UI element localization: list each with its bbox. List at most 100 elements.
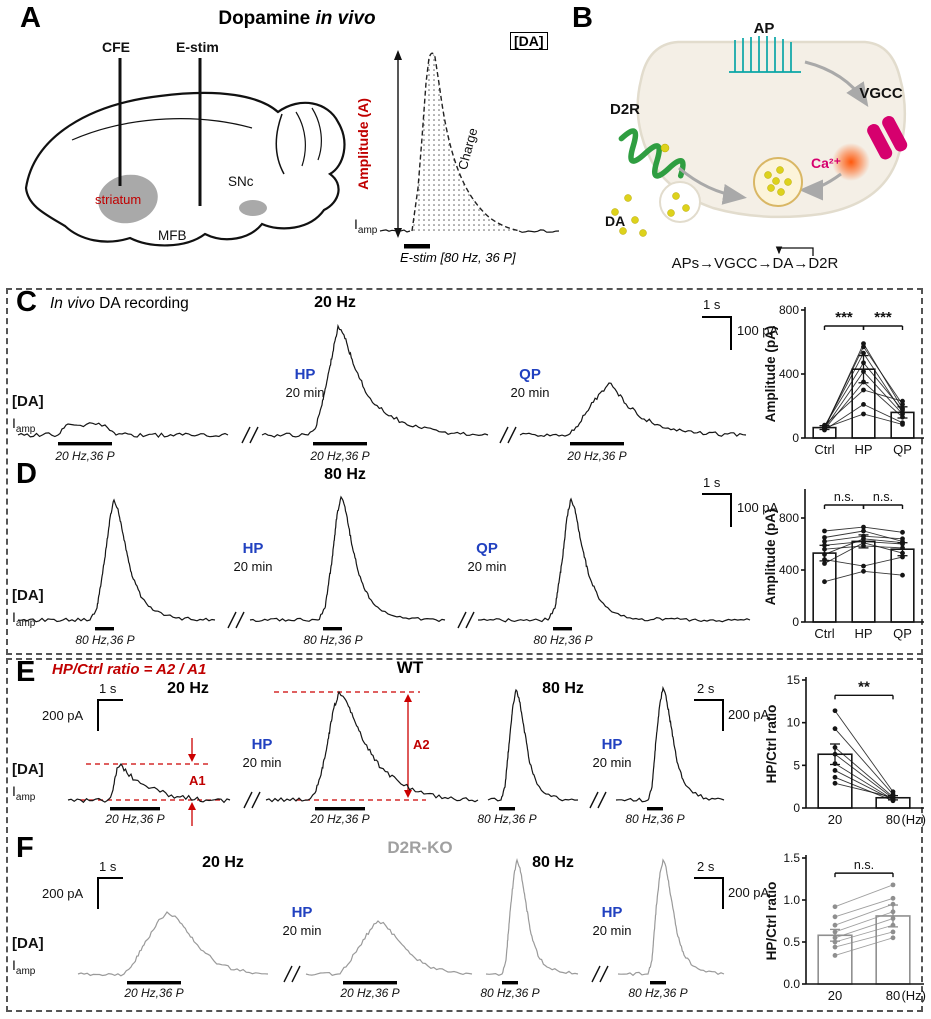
panelC-stim-1: 20 Hz,36 P bbox=[55, 449, 115, 463]
panelE-stim-4: 80 Hz,36 P bbox=[625, 812, 685, 826]
panelE-scale-time-L: 1 s bbox=[99, 681, 117, 696]
panelF-scalebar-L bbox=[97, 877, 123, 909]
svg-text:Ctrl: Ctrl bbox=[814, 442, 834, 457]
recording-trace bbox=[265, 690, 479, 803]
svg-text:0: 0 bbox=[792, 431, 799, 445]
cortex-line bbox=[71, 118, 253, 141]
panelD-qp-wait: 20 min bbox=[467, 559, 507, 574]
striatum-region bbox=[98, 174, 158, 224]
panelE-stim-1: 20 Hz,36 P bbox=[105, 812, 165, 826]
svg-text:HP/Ctrl ratio: HP/Ctrl ratio bbox=[764, 705, 779, 784]
vgcc-label: VGCC bbox=[859, 85, 903, 102]
panelA-title: Dopamine in vivo bbox=[162, 8, 432, 30]
svg-text:(Hz): (Hz) bbox=[901, 988, 926, 1003]
iamp-label-A: Iamp bbox=[354, 216, 377, 236]
panelA-brain-diagram: CFE E-stim striatum SNc MFB bbox=[24, 39, 346, 247]
panelF-hp-wait-2: 20 min bbox=[592, 923, 632, 938]
d2r-receptor bbox=[618, 128, 686, 179]
panelD-chart: 0 400 800 Ctrl HP QP n.s. n.s. Amplitude (pA) bbox=[763, 489, 924, 641]
iamp-sub: amp bbox=[357, 224, 378, 236]
svg-text:0: 0 bbox=[793, 801, 800, 815]
panelE-scale-time-R: 2 s bbox=[697, 681, 715, 696]
panelE-hp-label-2: HP bbox=[601, 736, 623, 753]
svg-text:(Hz): (Hz) bbox=[901, 812, 926, 827]
cerebellum-folds bbox=[295, 107, 322, 167]
panelD-traces bbox=[17, 495, 751, 631]
panelE-hp-wait-1: 20 min bbox=[242, 755, 282, 770]
recording-trace bbox=[518, 229, 560, 233]
d2r-feedback-arrow bbox=[775, 246, 814, 256]
svg-text:Amplitude (pA): Amplitude (pA) bbox=[763, 326, 778, 423]
recording-trace bbox=[478, 497, 751, 623]
estim-bar bbox=[404, 244, 430, 249]
panelE-iamp: Iamp bbox=[12, 783, 36, 803]
stim-bar bbox=[127, 981, 181, 985]
da-molecule bbox=[660, 143, 670, 153]
stim-bar bbox=[502, 981, 518, 985]
panelD-da-label: [DA] bbox=[12, 587, 44, 604]
panelF-stim-2: 20 Hz,36 P bbox=[340, 986, 400, 1000]
snc-region bbox=[239, 200, 267, 216]
panelF-scale-current-L: 200 pA bbox=[42, 886, 84, 901]
panelE-hp-wait-2: 20 min bbox=[592, 755, 632, 770]
stim-bar bbox=[315, 807, 365, 811]
stim-bar bbox=[650, 981, 666, 985]
stim-bar bbox=[343, 981, 397, 985]
panelC-da-label: [DA] bbox=[12, 393, 44, 410]
panelC-freq-label: 20 Hz bbox=[314, 294, 356, 311]
panelA-letter: A bbox=[20, 2, 41, 34]
cerebellum-border bbox=[275, 113, 285, 175]
recording-trace bbox=[249, 495, 446, 623]
panelE-scalebar-R bbox=[694, 699, 724, 731]
panelE-chart: 0 5 10 15 20 80 (Hz) ** HP/Ctrl ratio bbox=[764, 673, 926, 827]
ca-label: Ca²⁺ bbox=[811, 155, 841, 171]
axis-break bbox=[227, 611, 245, 629]
svg-text:80: 80 bbox=[886, 812, 900, 827]
svg-text:5: 5 bbox=[793, 758, 800, 772]
stim-bar bbox=[95, 627, 114, 631]
da-concentration-box: [DA] bbox=[510, 32, 548, 50]
stim-bar bbox=[647, 807, 663, 811]
panelF-stim-1: 20 Hz,36 P bbox=[124, 986, 184, 1000]
panelC-traces bbox=[17, 323, 747, 446]
panelC-letter: C bbox=[16, 286, 37, 318]
panelC-title-rest: DA recording bbox=[94, 295, 189, 312]
panelF-letter: F bbox=[16, 832, 34, 864]
svg-text:n.s.: n.s. bbox=[834, 490, 854, 504]
svg-text:800: 800 bbox=[779, 303, 799, 317]
recording-trace bbox=[17, 422, 229, 439]
panelC-qp-label: QP bbox=[519, 366, 541, 383]
panelE-ratio-formula: HP/Ctrl ratio = A2 / A1 bbox=[52, 661, 207, 678]
recording-trace bbox=[617, 858, 725, 977]
svg-text:800: 800 bbox=[779, 511, 799, 525]
panelF-da-label: [DA] bbox=[12, 935, 44, 952]
ap-label: AP bbox=[754, 20, 775, 37]
recording-trace bbox=[17, 498, 216, 623]
arrow-ca-to-vesicle bbox=[799, 172, 842, 201]
svg-text:80: 80 bbox=[886, 988, 900, 1003]
panelD-scalebar bbox=[702, 493, 732, 527]
recording-trace bbox=[379, 229, 411, 233]
trace-group bbox=[17, 495, 751, 631]
panelE-stim-2: 20 Hz,36 P bbox=[310, 812, 370, 826]
svg-text:400: 400 bbox=[779, 563, 799, 577]
recording-trace bbox=[519, 382, 747, 438]
panelF-traces bbox=[77, 857, 725, 985]
panelC-qp-wait: 20 min bbox=[510, 385, 550, 400]
estim-protocol-label: E-stim [80 Hz, 36 P] bbox=[400, 250, 516, 265]
trace-group bbox=[67, 685, 725, 811]
panelC-hp-label: HP bbox=[294, 366, 316, 383]
panelE-stim-3: 80 Hz,36 P bbox=[477, 812, 537, 826]
panelF-genotype: D2R-KO bbox=[387, 838, 453, 857]
snc-label: SNc bbox=[228, 174, 254, 189]
released-da-dots bbox=[611, 192, 690, 237]
panelF-chart: 0.0 0.5 1.0 1.5 20 80 (Hz) n.s. HP/Ctrl ratio bbox=[764, 851, 926, 1003]
stim-bar bbox=[110, 807, 160, 811]
stim-bar bbox=[553, 627, 572, 631]
panelC-title: In vivo DA recording bbox=[50, 295, 189, 313]
svg-text:QP: QP bbox=[893, 626, 912, 641]
axis-break bbox=[591, 965, 609, 983]
bar-chart-plot: 0 400 800 Ctrl HP QP *** *** Amplitude (pA) bbox=[763, 303, 924, 457]
stim-bar bbox=[570, 442, 624, 446]
